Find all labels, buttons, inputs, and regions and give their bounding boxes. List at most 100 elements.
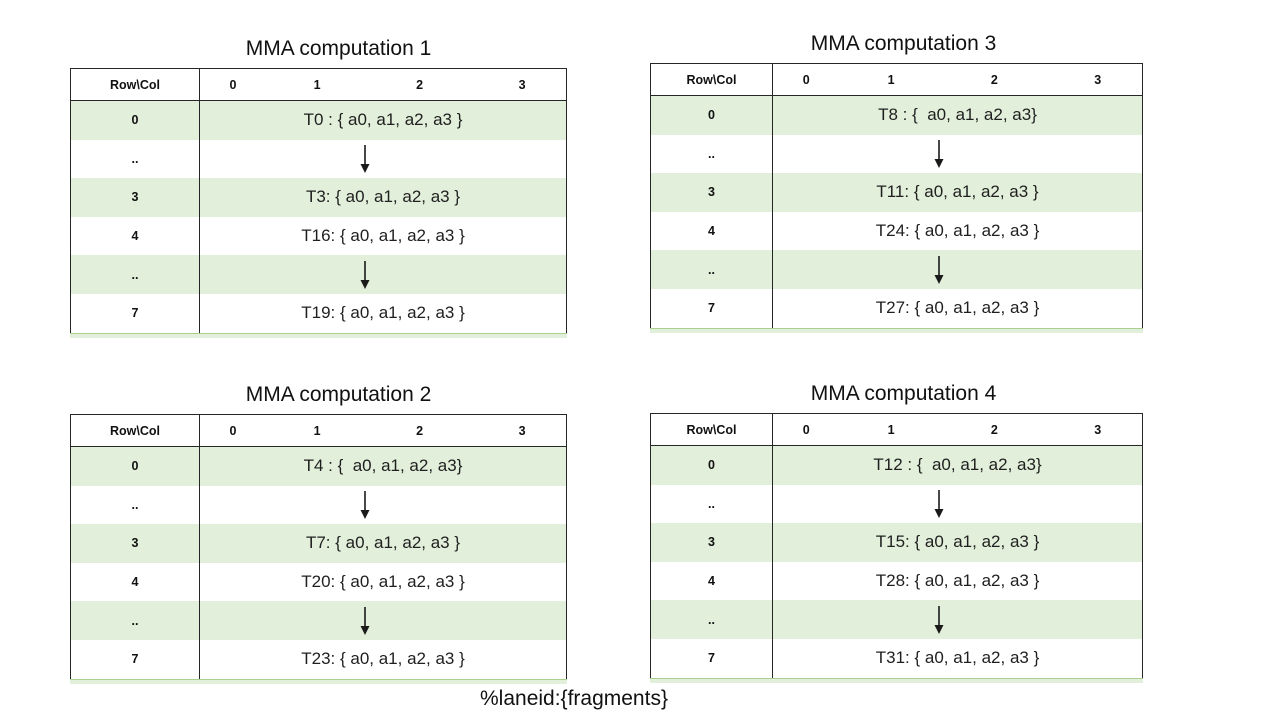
table-row: 7 T27: { a0, a1, a2, a3 } <box>651 288 1142 328</box>
row-content: T23: { a0, a1, a2, a3 } <box>200 640 566 679</box>
cropped-next-row-sliver <box>650 327 1143 333</box>
header-cell-col0: 0 <box>802 72 810 87</box>
row-label: 7 <box>71 639 200 679</box>
fragment-cell-text: T19: { a0, a1, a2, a3 } <box>301 303 465 323</box>
header-cell-col1: 1 <box>887 422 895 437</box>
header-cell-col2: 2 <box>990 72 998 87</box>
row-content: T27: { a0, a1, a2, a3 } <box>773 289 1142 328</box>
header-cell-col3: 3 <box>518 423 526 438</box>
table-row: 7 T19: { a0, a1, a2, a3 } <box>71 293 566 333</box>
table: Row\Col 0 1 2 3 0 T8 : { a0, a1, a2, a3}… <box>650 63 1143 328</box>
mma-computation-1-block: MMA computation 1 Row\Col 0 1 2 3 0 T0 :… <box>70 36 567 338</box>
row-label: 0 <box>651 446 773 485</box>
table-row: 3 T11: { a0, a1, a2, a3 } <box>651 173 1142 212</box>
table-row: .. <box>651 134 1142 174</box>
row-content <box>200 601 566 640</box>
fragment-cell-text: T15: { a0, a1, a2, a3 } <box>875 532 1040 552</box>
row-content: T0 : { a0, a1, a2, a3 } <box>200 101 566 140</box>
row-label: 7 <box>71 293 200 333</box>
header-cell-col1: 1 <box>313 423 321 438</box>
table-row: 3 T7: { a0, a1, a2, a3 } <box>71 524 566 563</box>
header-columns: 0 1 2 3 <box>200 415 566 446</box>
table-body: 0 T0 : { a0, a1, a2, a3 } .. 3 T3: { a0,… <box>71 101 566 333</box>
table-row: .. <box>71 485 566 525</box>
mma-computation-3-block: MMA computation 3 Row\Col 0 1 2 3 0 T8 :… <box>650 31 1143 333</box>
row-content: T11: { a0, a1, a2, a3 } <box>773 173 1142 212</box>
row-label: .. <box>651 134 773 174</box>
row-content <box>773 485 1142 524</box>
row-content: T20: { a0, a1, a2, a3 } <box>200 563 566 602</box>
row-label: 3 <box>71 524 200 563</box>
table-row: 7 T31: { a0, a1, a2, a3 } <box>651 638 1142 678</box>
fragment-cell-text: T28: { a0, a1, a2, a3 } <box>875 571 1040 591</box>
row-content <box>200 140 566 179</box>
header-columns: 0 1 2 3 <box>773 64 1142 95</box>
table-body: 0 T4 : { a0, a1, a2, a3} .. 3 T7: { a0, … <box>71 447 566 679</box>
row-label: .. <box>71 255 200 294</box>
down-arrow-icon <box>934 489 944 518</box>
row-content <box>773 250 1142 289</box>
fragment-cell-text: T7: { a0, a1, a2, a3 } <box>305 533 461 553</box>
row-content: T24: { a0, a1, a2, a3 } <box>773 212 1142 251</box>
fragment-cell-text: T0 : { a0, a1, a2, a3 } <box>303 110 463 130</box>
header-cell-rowcol: Row\Col <box>71 415 200 446</box>
table-row: 0 T12 : { a0, a1, a2, a3} <box>651 446 1142 485</box>
fragment-cell-text: T27: { a0, a1, a2, a3 } <box>875 298 1040 318</box>
row-content: T19: { a0, a1, a2, a3 } <box>200 294 566 333</box>
row-label: 3 <box>651 173 773 212</box>
table-row: .. <box>651 250 1142 289</box>
down-arrow-icon <box>934 605 944 634</box>
row-label: .. <box>651 600 773 639</box>
fragment-cell-text: T16: { a0, a1, a2, a3 } <box>301 226 465 246</box>
table-row: 0 T8 : { a0, a1, a2, a3} <box>651 96 1142 135</box>
header-cell-col2: 2 <box>416 77 424 92</box>
row-label: 4 <box>651 561 773 601</box>
row-content: T31: { a0, a1, a2, a3 } <box>773 639 1142 678</box>
fragment-cell-text: T3: { a0, a1, a2, a3 } <box>305 187 461 207</box>
row-content: T8 : { a0, a1, a2, a3} <box>773 96 1142 135</box>
fragment-cell-text: T8 : { a0, a1, a2, a3} <box>878 105 1037 125</box>
row-content <box>773 600 1142 639</box>
mma-computation-4-block: MMA computation 4 Row\Col 0 1 2 3 0 T12 … <box>650 381 1143 683</box>
table-title: MMA computation 2 <box>245 383 432 406</box>
row-label: 0 <box>651 96 773 135</box>
table-title: MMA computation 4 <box>810 382 997 405</box>
laneid-fragments-caption: %laneid:{fragments} <box>480 687 668 710</box>
row-content: T3: { a0, a1, a2, a3 } <box>200 178 566 217</box>
table-row: 0 T0 : { a0, a1, a2, a3 } <box>71 101 566 140</box>
table-row: .. <box>71 255 566 294</box>
table-row: .. <box>651 600 1142 639</box>
table-body: 0 T12 : { a0, a1, a2, a3} .. 3 T15: { a0… <box>651 446 1142 678</box>
table-body: 0 T8 : { a0, a1, a2, a3} .. 3 T11: { a0,… <box>651 96 1142 328</box>
table-header-row: Row\Col 0 1 2 3 <box>651 64 1142 96</box>
fragment-cell-text: T23: { a0, a1, a2, a3 } <box>301 649 465 669</box>
header-cell-col1: 1 <box>887 72 895 87</box>
cropped-next-row-sliver <box>70 332 567 338</box>
header-cell-col1: 1 <box>313 77 321 92</box>
row-label: 4 <box>71 562 200 602</box>
row-label: .. <box>651 250 773 289</box>
cropped-next-row-sliver <box>70 678 567 684</box>
fragment-cell-text: T11: { a0, a1, a2, a3 } <box>876 182 1039 202</box>
down-arrow-icon <box>360 606 370 635</box>
fragment-cell-text: T20: { a0, a1, a2, a3 } <box>301 572 465 592</box>
row-label: 4 <box>651 211 773 251</box>
table-row: 0 T4 : { a0, a1, a2, a3} <box>71 447 566 486</box>
table-row: 7 T23: { a0, a1, a2, a3 } <box>71 639 566 679</box>
row-label: 3 <box>71 178 200 217</box>
header-columns: 0 1 2 3 <box>773 414 1142 445</box>
down-arrow-icon <box>934 139 944 168</box>
row-label: 7 <box>651 638 773 678</box>
header-cell-rowcol: Row\Col <box>651 414 773 445</box>
fragment-cell-text: T4 : { a0, a1, a2, a3} <box>303 456 463 476</box>
mma-computation-2-block: MMA computation 2 Row\Col 0 1 2 3 0 T4 :… <box>70 382 567 684</box>
header-cell-col2: 2 <box>416 423 424 438</box>
table-title: MMA computation 3 <box>810 32 997 55</box>
header-cell-col0: 0 <box>229 423 237 438</box>
table-row: 3 T3: { a0, a1, a2, a3 } <box>71 178 566 217</box>
header-columns: 0 1 2 3 <box>200 69 566 100</box>
fragment-cell-text: T31: { a0, a1, a2, a3 } <box>875 648 1040 668</box>
row-label: .. <box>651 484 773 524</box>
row-content: T7: { a0, a1, a2, a3 } <box>200 524 566 563</box>
table-title: MMA computation 1 <box>245 37 432 60</box>
